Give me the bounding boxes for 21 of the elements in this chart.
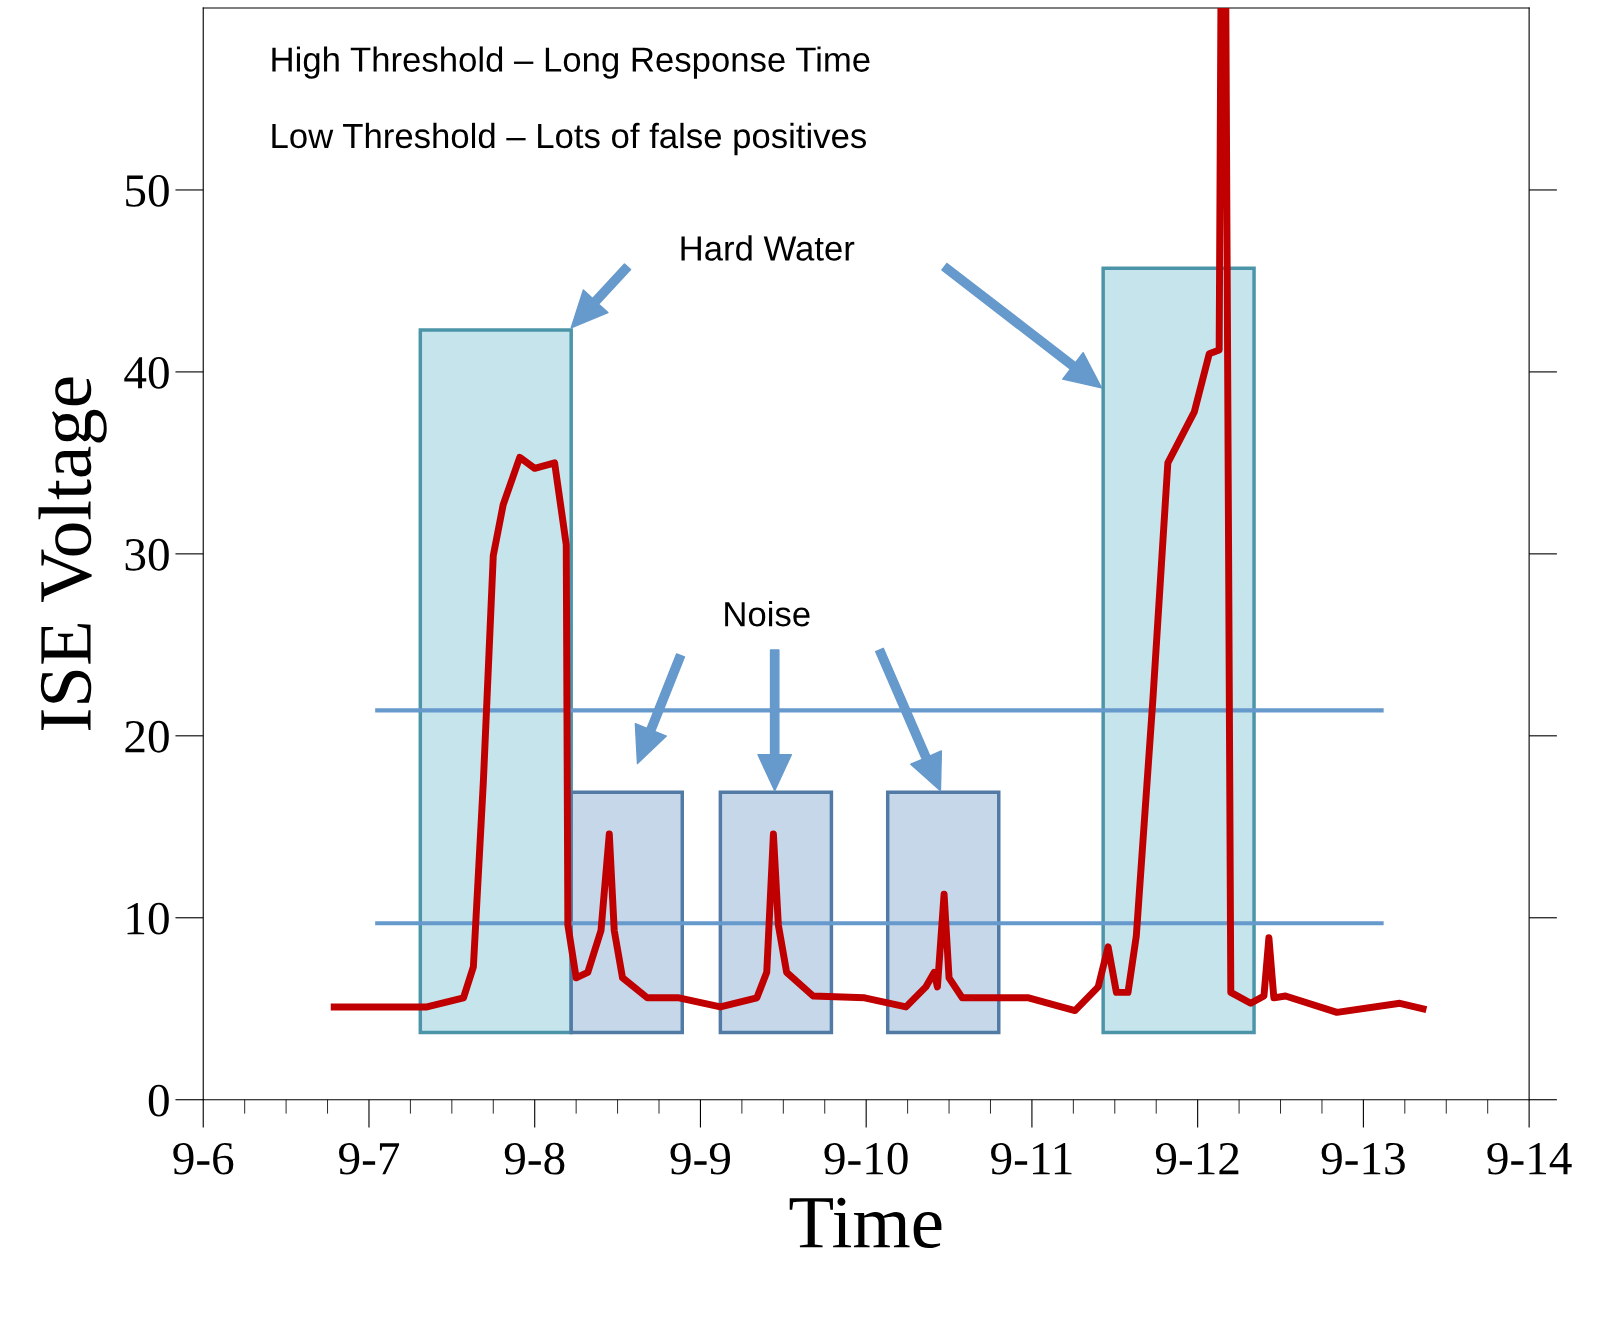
- x-tick-label: 9-7: [339, 1142, 400, 1175]
- annotation: Noise: [725, 601, 810, 627]
- x-axis-title: Time: [789, 1197, 942, 1249]
- x-tick-label: 9-13: [1321, 1142, 1405, 1175]
- annotation: High Threshold – Long Response Time: [272, 46, 870, 79]
- y-tick-label: 40: [124, 356, 169, 389]
- x-tick-label: 9-14: [1487, 1142, 1572, 1175]
- x-tick-label: 9-6: [173, 1142, 234, 1175]
- x-tick-label: 9-9: [670, 1142, 730, 1175]
- annotation: Low Threshold – Lots of false positives: [272, 122, 866, 156]
- annotation: Hard Water: [681, 235, 855, 261]
- y-tick-label: 50: [126, 174, 169, 207]
- y-axis-title: ISE Voltage: [38, 377, 107, 730]
- x-tick-label: 9-11: [991, 1142, 1072, 1175]
- y-tick-label: 30: [125, 538, 169, 571]
- y-tick-label: 20: [125, 720, 169, 753]
- y-tick-label: 0: [148, 1084, 169, 1117]
- y-tick-label: 10: [127, 902, 169, 935]
- x-tick-label: 9-12: [1155, 1142, 1239, 1175]
- x-tick-label: 9-8: [504, 1142, 565, 1175]
- x-tick-label: 9-10: [824, 1142, 908, 1175]
